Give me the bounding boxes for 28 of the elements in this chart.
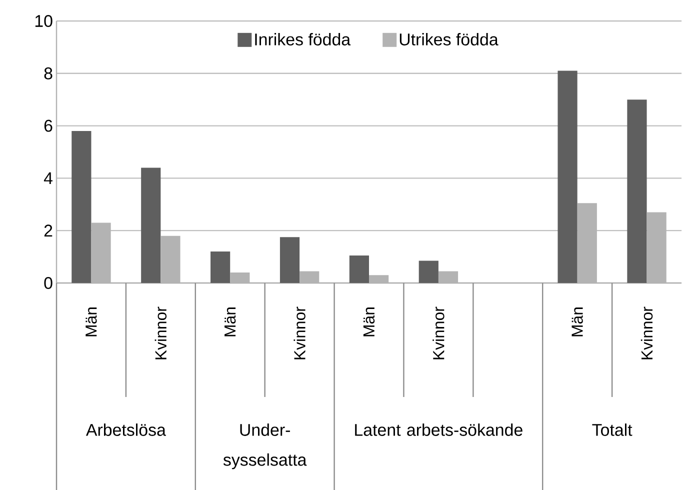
x-tick-label: Män [363,308,375,336]
bar [558,70,578,283]
x-tick-label: Män [572,308,583,336]
bar [280,237,300,283]
y-tick-label: 10 [35,14,52,27]
bar [349,255,370,283]
x-tick-label: Kvinnor [294,306,306,360]
y-tick-label: 2 [44,224,52,236]
text: Totalt [592,424,632,436]
bar [627,100,647,283]
legend-label: Utrikes födda [400,33,498,46]
bar [141,168,161,283]
text: Arbetslösa [86,424,166,436]
legend-label: Inrikes födda [255,33,351,46]
bar [72,131,92,283]
y-tick-label: 6 [44,120,52,132]
text: Under-sysselsatta [223,424,307,470]
x-tick-label: Män [224,308,236,336]
text: Latent arbets-sökande [355,424,522,436]
y-tick-label: 4 [44,172,52,184]
x-tick-label: Kvinnor [432,306,444,360]
bar [210,252,230,283]
x-tick-label: Kvinnor [154,306,167,360]
x-tick-label: Kvinnor [640,306,653,360]
bar [418,260,438,283]
y-tick-label: 0 [44,276,52,289]
y-tick-label: 8 [44,67,52,80]
x-tick-label: Män [86,308,97,336]
